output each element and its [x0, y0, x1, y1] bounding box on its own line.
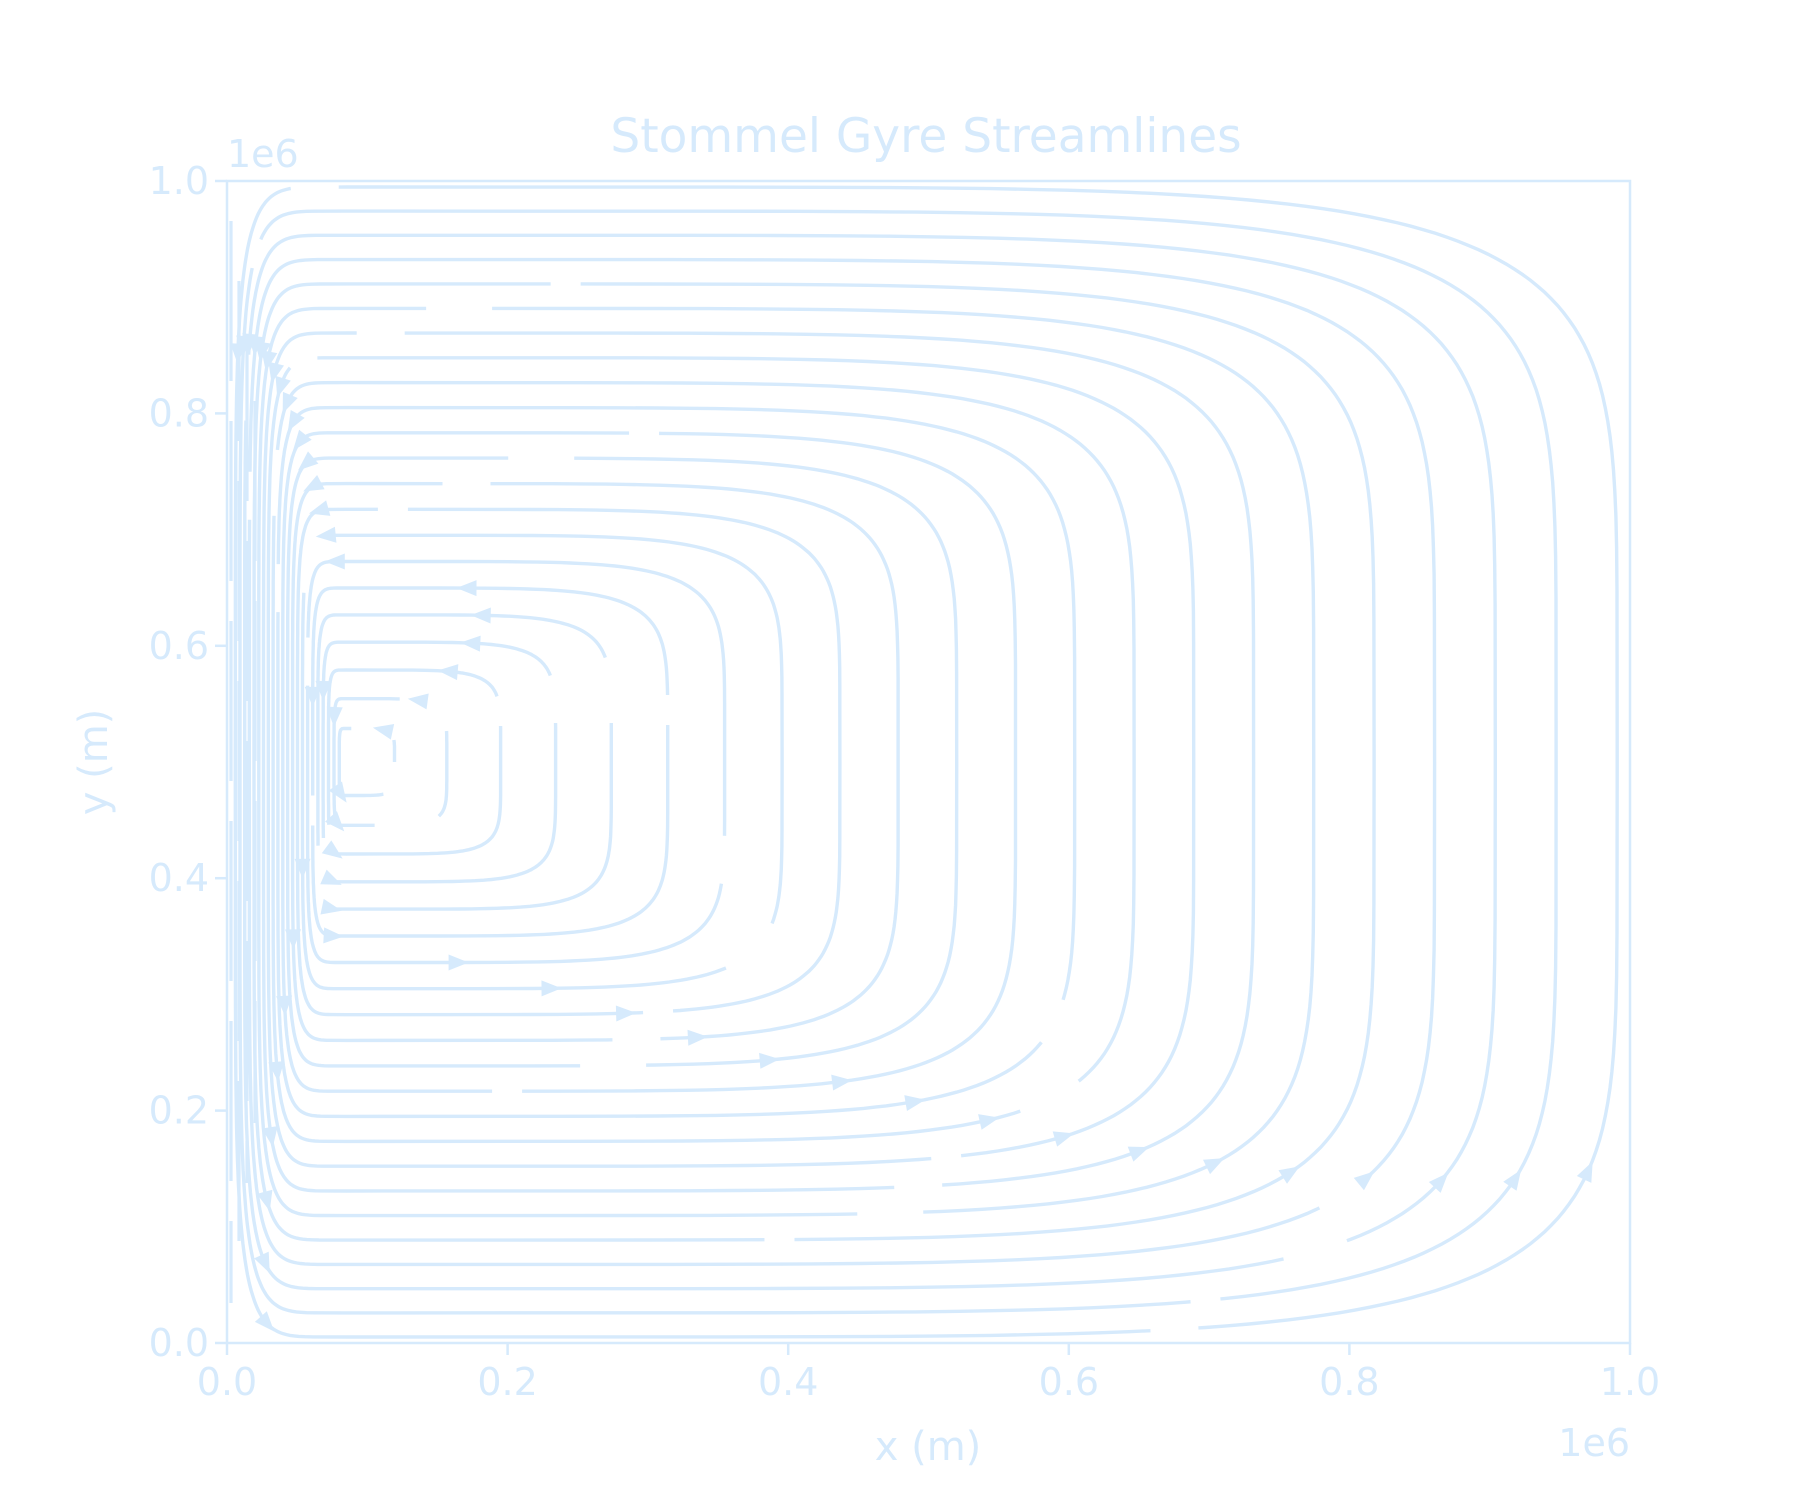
streamline	[261, 331, 1256, 1193]
flow-arrow	[324, 811, 345, 832]
flow-arrow	[1428, 1172, 1449, 1193]
streamline	[321, 640, 558, 884]
flow-arrow	[254, 1251, 270, 1274]
flow-arrow	[308, 500, 331, 516]
flow-arrow	[615, 1005, 637, 1022]
streamline	[257, 306, 1316, 1218]
flow-arrow	[315, 526, 337, 543]
streamline	[233, 185, 1619, 1339]
y-tick-label: 1.0	[149, 159, 209, 203]
chart-title: Stommel Gyre Streamlines	[610, 109, 1241, 164]
flow-arrow	[268, 361, 285, 384]
flow-arrow	[372, 723, 395, 740]
flow-arrow	[303, 475, 325, 492]
flow-arrow	[261, 350, 278, 372]
flow-arrow	[282, 391, 298, 414]
y-axis-label: y (m)	[71, 709, 117, 816]
streamline	[295, 507, 842, 1017]
flow-arrow	[978, 1114, 1000, 1130]
flow-arrow	[254, 1311, 275, 1332]
y-axis-ticks: 0.0 0.2 0.4 0.6 0.8 1.0	[149, 159, 227, 1365]
x-offset-label: 1e6	[1558, 1421, 1630, 1465]
streamline	[285, 456, 959, 1068]
y-tick-label: 0.6	[149, 624, 209, 668]
flow-arrow	[326, 706, 343, 727]
flow-arrow	[321, 840, 343, 859]
flow-arrow	[320, 898, 342, 915]
streamline	[266, 356, 1196, 1168]
flow-arrow	[470, 607, 491, 624]
flow-arrow	[1503, 1169, 1522, 1191]
flow-arrow	[256, 1189, 273, 1212]
streamline	[290, 481, 900, 1043]
streamline	[243, 233, 1498, 1291]
x-tick-label: 0.0	[197, 1360, 257, 1404]
flow-arrow	[293, 429, 312, 451]
x-tick-label: 0.8	[1319, 1360, 1379, 1404]
y-tick-label: 0.2	[149, 1089, 209, 1133]
x-axis-label: x (m)	[875, 1424, 982, 1470]
flow-arrow	[1576, 1161, 1593, 1183]
x-tick-label: 0.2	[477, 1360, 537, 1404]
x-tick-label: 0.6	[1039, 1360, 1099, 1404]
flow-arrow	[1353, 1171, 1375, 1191]
streamline	[300, 533, 784, 991]
streamline	[311, 586, 670, 938]
streamlines	[229, 185, 1619, 1339]
y-tick-label: 0.0	[149, 1321, 209, 1365]
flow-arrow	[759, 1052, 780, 1069]
flow-arrow	[287, 409, 305, 432]
flow-arrow	[904, 1095, 926, 1111]
flow-arrow	[456, 580, 477, 597]
streamline	[305, 559, 727, 965]
x-tick-label: 0.4	[758, 1360, 818, 1404]
flow-arrow	[831, 1074, 853, 1091]
flow-arrow	[1278, 1166, 1300, 1184]
flow-arrow	[448, 954, 469, 971]
y-offset-label: 1e6	[227, 132, 299, 176]
streamline	[247, 257, 1437, 1267]
y-tick-label: 0.8	[149, 391, 209, 435]
flow-arrow	[1052, 1131, 1075, 1147]
flow-arrow	[687, 1029, 708, 1046]
streamline	[326, 668, 503, 856]
streamline	[332, 697, 449, 827]
flow-arrow	[1127, 1146, 1150, 1162]
flow-arrow	[437, 664, 459, 681]
x-tick-label: 1.0	[1600, 1360, 1660, 1404]
flow-arrow	[460, 635, 481, 652]
y-tick-label: 0.4	[149, 856, 209, 900]
x-axis-ticks: 0.0 0.2 0.4 0.6 0.8 1.0	[197, 1343, 1660, 1404]
flow-arrow	[261, 1126, 278, 1148]
streamline	[271, 380, 1136, 1144]
flow-arrow	[323, 927, 344, 944]
streamline	[252, 282, 1376, 1242]
flow-arrow	[298, 451, 319, 471]
flow-arrow	[320, 869, 342, 885]
flow-arrow	[541, 980, 562, 997]
flow-arrow	[407, 693, 429, 710]
streamline	[281, 431, 1018, 1093]
streamline	[337, 726, 397, 798]
plot-area-frame	[225, 179, 1632, 1345]
flow-arrow	[324, 553, 345, 570]
streamline	[316, 613, 613, 911]
flow-arrow	[275, 375, 291, 398]
flow-arrow	[328, 781, 347, 803]
flow-arrow	[1203, 1158, 1225, 1175]
